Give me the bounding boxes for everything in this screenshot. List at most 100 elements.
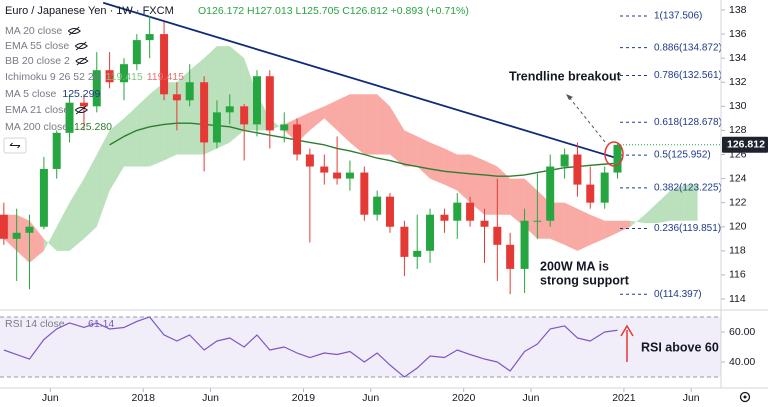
y-tick-label: 116 [729, 269, 746, 281]
candle-body [573, 154, 582, 185]
candle-body [333, 172, 342, 179]
cloud-segment [324, 100, 338, 131]
candle-body [280, 124, 289, 131]
candle-body [225, 106, 234, 113]
y-tick-label: 122 [729, 196, 747, 208]
fib-label: 0.786(132.561) [654, 70, 722, 81]
hidden-icon[interactable] [67, 26, 81, 36]
indicator-name: MA 5 close [5, 88, 57, 100]
cloud-segment [96, 130, 110, 227]
indicator-name: MA 200 close [5, 121, 68, 133]
chart-title: Euro / Japanese Yen · 1W · FXCM [5, 5, 174, 17]
candle-body [586, 184, 595, 203]
candle-body [345, 172, 354, 179]
candle-body [52, 132, 61, 169]
x-tick-label: 2021 [612, 392, 636, 404]
annotation: RSI above 60 [641, 340, 719, 354]
fib-label: 0(114.397) [654, 289, 702, 300]
candle-body [385, 196, 394, 227]
cloud-segment [337, 94, 350, 143]
candle-body [360, 172, 369, 215]
arrow-head [620, 324, 634, 337]
cloud-segment [430, 142, 445, 185]
candle-body [426, 214, 435, 251]
x-tick-label: 2018 [132, 392, 156, 404]
y-tick-label: 124 [729, 172, 747, 184]
last-price-box [722, 136, 768, 153]
cloud-segment [364, 94, 378, 155]
hidden-icon[interactable] [75, 56, 89, 66]
hidden-icon[interactable] [74, 41, 88, 51]
rsi-tick-label: 40.00 [729, 356, 755, 368]
y-tick-label: 130 [729, 100, 747, 112]
cloud-segment [389, 106, 405, 167]
x-tick-label: Jun [523, 392, 540, 404]
fib-label: 0.618(128.678) [654, 117, 722, 128]
cloud-segment [124, 106, 137, 167]
cloud-segment [109, 118, 125, 191]
y-tick-label: 132 [729, 76, 747, 88]
x-tick-label: 2020 [452, 392, 476, 404]
cloud-segment [630, 214, 645, 227]
rsi-name: RSI 14 close [5, 318, 65, 330]
cloud-segment [644, 202, 658, 224]
candle-body [212, 112, 221, 143]
candle-body [520, 220, 529, 269]
ma200-line [109, 122, 618, 177]
cloud-segment [457, 154, 471, 203]
trendline [102, 1, 621, 161]
cloud-segment [670, 184, 685, 221]
candle-body [560, 154, 569, 167]
candle-body [92, 70, 101, 107]
cloud-segment [617, 220, 631, 233]
settings-icon[interactable] [739, 391, 751, 403]
fib-label: 0.236(119.851) [654, 223, 721, 234]
arrow-head [566, 94, 573, 100]
indicator-value: 119.415 [147, 71, 184, 83]
cloud-segment [564, 202, 578, 251]
cloud-segment [309, 106, 325, 131]
cloud-segment [484, 160, 498, 215]
y-tick-label: 128 [729, 124, 747, 136]
candle-body [25, 226, 34, 233]
cloud-segment [510, 178, 525, 227]
indicator-name: Ichimoku 9 26 52 26 [5, 71, 100, 83]
candle-body [305, 154, 314, 167]
candle-body [413, 250, 422, 257]
cloud-segment [377, 94, 390, 155]
cloud-segment [577, 208, 591, 251]
cloud-segment [349, 94, 365, 155]
cloud-segment [149, 82, 165, 167]
candle-body [0, 214, 8, 239]
rsi-band [0, 316, 721, 378]
cloud-segment [604, 220, 618, 239]
x-tick-label: Jun [42, 392, 59, 404]
hidden-icon[interactable] [74, 105, 88, 115]
candle-body [373, 196, 382, 215]
cloud-segment [164, 82, 177, 161]
indicator-value: 119.415 [106, 71, 143, 83]
fib-label: 0.5(125.952) [654, 150, 711, 161]
y-tick-label: 118 [729, 245, 746, 257]
fib-label: 0.382(123.225) [654, 183, 722, 194]
candle-body [600, 172, 609, 203]
settings-icon-dot [743, 395, 747, 399]
ohlc-text: O126.172 H127.013 L125.705 C126.812 +0.8… [198, 5, 469, 17]
candle-body [39, 168, 48, 227]
last-price-label: 126.812 [727, 139, 765, 151]
annotation: Trendline breakout [509, 69, 622, 83]
candle-body [240, 106, 249, 125]
candle-body [105, 70, 114, 83]
candle-body [506, 244, 515, 269]
candle-body [252, 76, 261, 125]
y-tick-label: 134 [729, 52, 747, 64]
candle-body [185, 82, 194, 101]
cloud-segment [404, 130, 418, 167]
cloud-segment [657, 190, 671, 224]
candle-body [320, 166, 329, 173]
breakout-circle [604, 141, 624, 167]
candle-body [533, 220, 542, 222]
cloud-segment [83, 154, 97, 239]
